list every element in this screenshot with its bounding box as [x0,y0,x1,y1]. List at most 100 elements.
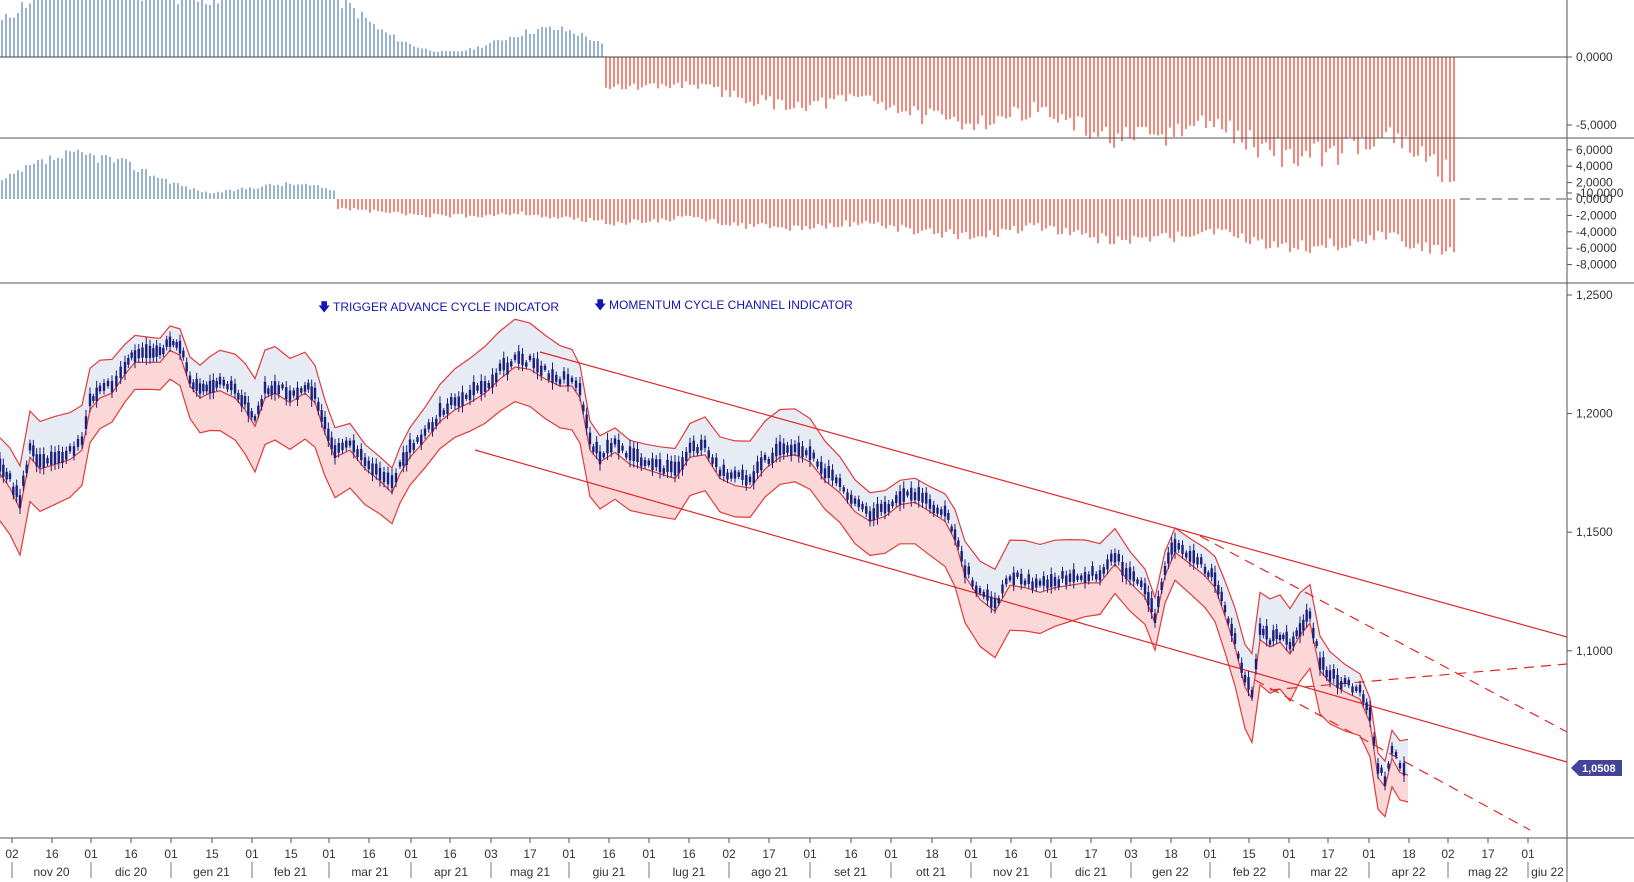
x-tick-label: 17 [762,847,776,861]
candle-body [442,410,445,415]
candle-body [917,487,920,501]
candle-body [158,347,162,355]
candle-body [883,501,887,514]
candle-body [932,504,935,513]
candle-body [237,392,240,400]
candle-body [1376,763,1380,774]
candle-body [625,452,628,458]
candle-body [127,357,130,365]
candle-body [1288,642,1292,650]
candle-body [1398,763,1402,769]
candle-body [737,472,740,477]
x-tick-label: 15 [284,847,298,861]
candle-body [371,463,374,476]
candle-body [722,464,725,476]
candle-body [525,362,528,367]
x-tick-label: 01 [1521,847,1535,861]
candle-body [1185,552,1188,558]
candle-body [1351,686,1354,693]
candle-body [1243,675,1247,683]
candle-body [165,339,168,347]
candle-body [1247,677,1250,690]
candle-body [243,396,247,405]
candle-body [1312,627,1315,639]
candle-body [853,498,857,504]
candle-body [1098,570,1102,581]
candle-body [868,511,872,522]
candle-body [1325,669,1328,678]
x-tick-label: 17 [1084,847,1098,861]
candle-body [260,398,263,407]
candle-body [1173,539,1177,553]
candle-body [46,458,49,464]
candle-body [1065,575,1068,585]
candle-body [613,438,617,445]
candle-body [292,390,295,396]
candle-body [1343,677,1347,684]
lower-band-fill [0,350,1408,817]
candle-body [1163,565,1167,576]
candle-body [681,457,684,470]
candle-body [595,441,598,454]
y-tick-label: 1,1000 [1576,644,1613,658]
candle-body [327,428,330,441]
y-tick-label: 1,2000 [1576,407,1613,421]
candle-body [1046,579,1049,589]
x-tick-label: 01 [884,847,898,861]
candle-body [1181,544,1184,555]
candle-body [453,397,457,406]
candle-body [1210,568,1213,578]
candle-body [1128,567,1132,580]
candle-body [1362,694,1365,703]
candle-body [1292,636,1295,647]
x-tick-label: 16 [844,847,858,861]
candle-body [574,380,578,388]
candle-body [551,369,554,383]
candle-body [902,488,905,502]
candle-body [741,469,744,481]
candle-body [1027,574,1030,584]
candle-body [975,585,978,594]
candle-body [1147,592,1150,606]
candle-body [1315,641,1318,646]
candle-body [1068,573,1072,582]
candle-body [950,526,953,532]
candle-body [767,459,770,464]
candle-body [337,442,340,453]
candle-body [68,446,72,452]
x-tick-label: 18 [925,847,939,861]
candle-body [1402,762,1406,776]
candle-body [155,345,158,357]
candle-body [457,396,460,407]
candle-body [257,405,260,415]
candle-body [25,464,28,474]
candle-body [192,382,195,389]
candle-body [1121,561,1124,576]
candle-body [763,454,767,461]
candle-body [718,469,722,476]
x-tick-label: 01 [245,847,259,861]
candle-body [1262,628,1265,636]
x-month-label: apr 22 [1391,865,1425,879]
candle-body [1200,557,1203,565]
candle-body [1143,583,1147,595]
candle-body [880,503,883,512]
candle-body [65,450,68,460]
candle-body [495,372,498,383]
candle-body [895,495,898,504]
candle-body [865,506,868,514]
candle-body [218,376,222,385]
trend-channel-line [474,449,1568,763]
x-month-label: nov 21 [993,865,1029,879]
y-tick-label: -10,0000 [1576,186,1624,200]
candle-body [35,454,38,467]
candle-body [850,494,853,504]
candle-body [1254,658,1258,670]
candle-body [1095,573,1098,580]
candle-body [510,361,513,367]
candle-body [28,443,32,451]
annotation-momentum: MOMENTUM CYCLE CHANNEL INDICATOR [609,298,853,312]
candle-body [483,381,487,392]
candle-body [416,437,419,442]
